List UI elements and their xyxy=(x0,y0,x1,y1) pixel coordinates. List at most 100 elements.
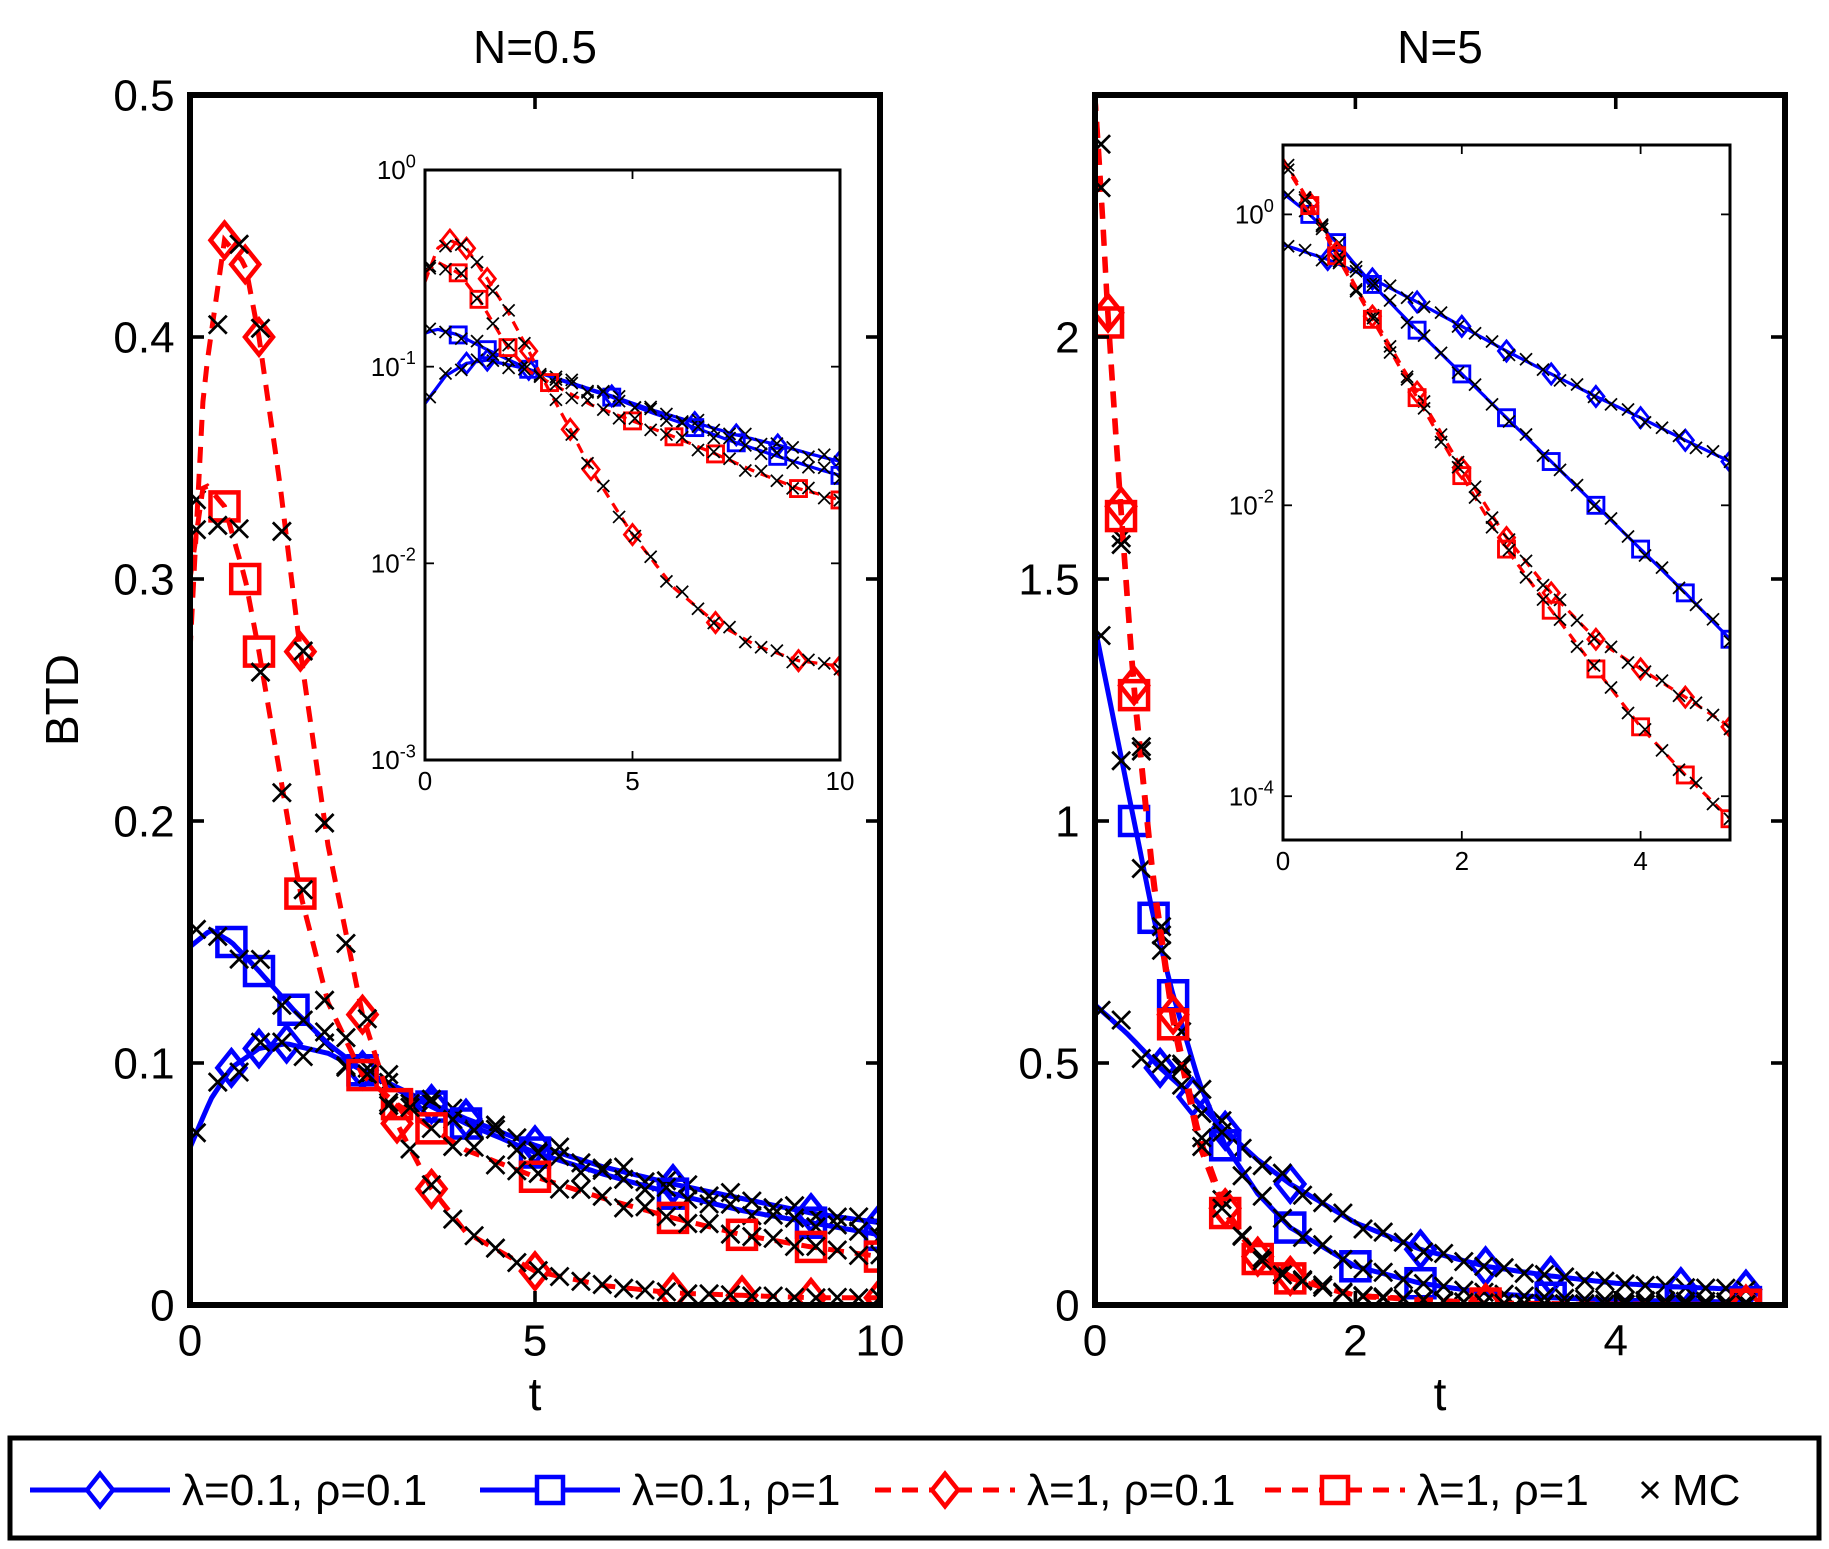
data-marker xyxy=(830,490,840,510)
mc-marker xyxy=(1434,306,1448,320)
data-marker xyxy=(788,648,809,673)
mc-marker xyxy=(1292,1271,1313,1292)
data-marker xyxy=(863,1201,880,1244)
mc-marker xyxy=(1433,1243,1454,1264)
mc-marker xyxy=(250,662,271,683)
mc-marker xyxy=(1536,592,1550,607)
mc-marker xyxy=(738,463,752,478)
mc-marker xyxy=(438,239,453,253)
data-marker xyxy=(456,351,477,376)
mc-marker xyxy=(570,1162,591,1183)
mc-marker xyxy=(1111,750,1132,771)
data-marker xyxy=(1273,1162,1308,1206)
mc-marker xyxy=(565,427,579,442)
mc-marker xyxy=(549,1179,570,1200)
data-marker xyxy=(1452,466,1472,486)
y-tick-label: 0.1 xyxy=(113,1039,174,1088)
mc-marker xyxy=(1514,1263,1535,1284)
mc-marker xyxy=(438,325,453,339)
mc-marker xyxy=(722,452,737,466)
data-marker xyxy=(1362,309,1382,329)
panel-left-inset: 0 5 10 10-3 10-2 10-1 100 xyxy=(371,151,855,796)
mc-marker xyxy=(314,813,335,833)
mc-marker xyxy=(1570,377,1584,392)
mc-marker xyxy=(1621,655,1635,670)
mc-marker xyxy=(454,363,468,377)
mc-marker xyxy=(1553,373,1567,388)
mc-marker xyxy=(1413,1273,1434,1294)
mc-marker xyxy=(1672,581,1686,595)
plot-area xyxy=(190,219,880,1305)
x-tick-label: 5 xyxy=(625,766,639,796)
mc-marker xyxy=(659,427,674,442)
mc-marker xyxy=(207,1072,228,1093)
legend-label: λ=1, ρ=0.1 xyxy=(1027,1466,1236,1515)
x-tick-label: 0 xyxy=(1276,846,1290,876)
mc-marker xyxy=(1635,1290,1656,1305)
x-tick-label: 2 xyxy=(1455,846,1469,876)
mc-marker xyxy=(1655,561,1669,575)
mc-marker xyxy=(357,1008,378,1029)
mc-marker xyxy=(1451,460,1465,474)
mc-marker xyxy=(707,616,721,630)
data-marker xyxy=(830,465,840,485)
mc-marker xyxy=(442,1136,463,1157)
mc-marker xyxy=(722,620,737,634)
mc-marker xyxy=(1587,658,1601,673)
data-marker xyxy=(242,635,276,668)
mc-marker xyxy=(1366,278,1380,292)
mc-marker xyxy=(827,1214,848,1235)
mc-marker xyxy=(1502,348,1516,362)
plot-area xyxy=(1283,158,1730,829)
mc-points xyxy=(1283,239,1730,469)
series-3 xyxy=(425,227,840,679)
mc-marker xyxy=(1191,1136,1212,1157)
mc-marker xyxy=(1553,593,1567,607)
mc-marker xyxy=(1400,315,1414,330)
series-4 xyxy=(1283,160,1730,829)
mc-marker xyxy=(1587,499,1601,513)
mc-marker xyxy=(1604,680,1618,695)
data-marker xyxy=(1117,678,1151,712)
mc-marker xyxy=(464,1225,485,1246)
mc-points xyxy=(190,515,880,1266)
mc-marker xyxy=(1615,1273,1636,1294)
data-marker xyxy=(469,289,489,309)
mc-marker xyxy=(1332,248,1346,262)
data-marker xyxy=(768,446,788,466)
mc-marker xyxy=(1383,345,1397,360)
legend-item: λ=0.1, ρ=1 xyxy=(480,1466,841,1515)
y-tick-label: 10-4 xyxy=(1229,778,1274,812)
panel-right-main: 0 2 4 0 0.5 1 1.5 2 N=5 t xyxy=(1018,21,1788,1420)
x-tick-label: 4 xyxy=(1633,846,1647,876)
mc-marker xyxy=(1315,253,1329,267)
mc-marker xyxy=(613,1197,634,1218)
mc-marker xyxy=(1502,543,1516,557)
data-marker xyxy=(207,219,242,262)
mc-marker xyxy=(1675,1291,1696,1305)
mc-marker xyxy=(1151,940,1172,961)
mc-marker xyxy=(1723,722,1730,736)
mc-marker xyxy=(1574,1289,1595,1305)
mc-marker xyxy=(1131,1048,1152,1069)
mc-marker xyxy=(549,377,563,391)
y-tick-label: 10-1 xyxy=(371,348,416,382)
mc-marker xyxy=(533,369,547,384)
mc-marker xyxy=(293,1046,314,1067)
x-tick-label: 4 xyxy=(1604,1317,1628,1366)
mc-marker xyxy=(763,1228,784,1249)
mc-marker xyxy=(720,1224,741,1245)
x-tick-label: 2 xyxy=(1343,1317,1367,1366)
mc-marker xyxy=(659,413,674,428)
y-tick-label: 100 xyxy=(1235,196,1274,230)
legend-marker xyxy=(534,1474,566,1506)
mc-marker xyxy=(707,431,721,445)
data-marker xyxy=(228,562,262,596)
data-marker xyxy=(1407,320,1427,340)
mc-marker xyxy=(675,416,689,430)
mc-marker xyxy=(517,336,532,350)
mc-marker xyxy=(1621,706,1635,720)
mc-marker xyxy=(1468,326,1482,340)
